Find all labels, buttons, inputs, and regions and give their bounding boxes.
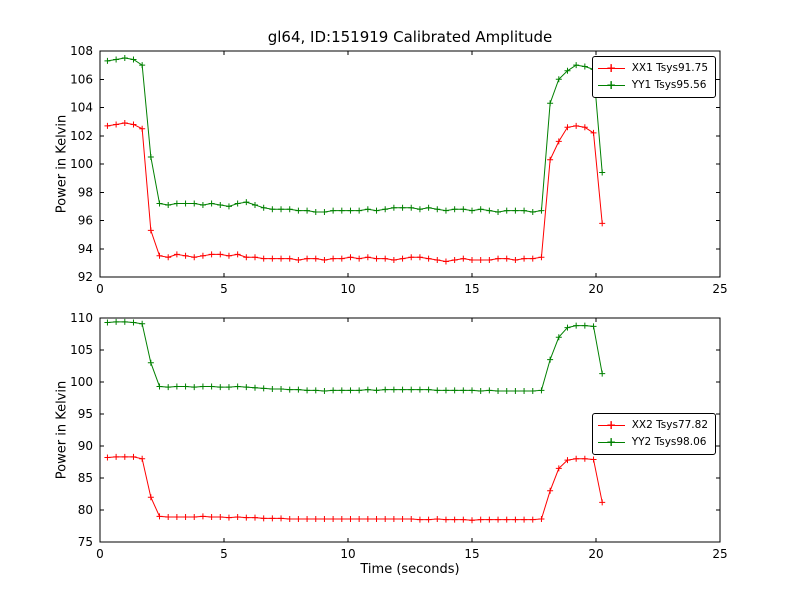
chart-title: gl64, ID:151919 Calibrated Amplitude	[267, 28, 553, 46]
x-tick-label: 20	[588, 547, 603, 561]
legend-line-sample-yy2	[597, 437, 625, 449]
series-markers	[104, 120, 606, 265]
y-tick-label: 105	[70, 343, 93, 357]
y-tick-label: 108	[70, 44, 93, 58]
x-tick-label: 20	[588, 282, 603, 296]
x-tick-label: 15	[464, 547, 479, 561]
y-axis-label-top: Power in Kelvin	[54, 114, 70, 214]
legend-entry: XX1 Tsys91.75	[597, 60, 708, 77]
x-tick-label: 0	[96, 547, 104, 561]
top-chart: 0 5 10 15 20 25 92 94 96 98 100 102 104 106 108	[70, 44, 728, 296]
y-tick-label: 95	[78, 407, 93, 421]
legend-bottom: XX2 Tsys77.82 YY2 Tsys98.06	[591, 413, 716, 455]
legend-label-xx2: XX2 Tsys77.82	[631, 419, 708, 431]
legend-line-sample-xx2	[597, 420, 625, 432]
series-markers	[104, 453, 606, 524]
x-tick-label: 10	[340, 282, 355, 296]
x-tick-label: 25	[712, 282, 727, 296]
x-tick-label: 5	[220, 282, 228, 296]
x-tick-label: 5	[220, 547, 228, 561]
legend-entry: YY1 Tsys95.56	[597, 77, 708, 94]
y-tick-label: 80	[78, 503, 93, 517]
x-tick-label: 10	[340, 547, 355, 561]
y-tick-label: 75	[78, 535, 93, 549]
y-tick-label: 104	[70, 101, 93, 115]
legend-label-yy2: YY2 Tsys98.06	[631, 436, 707, 448]
x-tick-label: 15	[464, 282, 479, 296]
y-tick-label: 110	[70, 311, 93, 325]
y-tick-label: 85	[78, 471, 93, 485]
series-line	[107, 57, 603, 213]
legend-top: XX1 Tsys91.75 YY1 Tsys95.56	[591, 56, 716, 98]
y-axis-label-bottom: Power in Kelvin	[54, 380, 70, 480]
series-markers	[104, 55, 606, 216]
x-tick-label: 25	[712, 547, 727, 561]
y-tick-label: 92	[78, 270, 93, 284]
legend-entry: XX2 Tsys77.82	[597, 417, 708, 434]
x-tick-label: 0	[96, 282, 104, 296]
y-tick-label: 98	[78, 185, 93, 199]
y-tick-label: 102	[70, 129, 93, 143]
y-tick-label: 100	[70, 375, 93, 389]
axes-frame	[99, 317, 721, 543]
series-line	[107, 321, 603, 392]
bottom-chart: 0 5 10 15 20 25 75 80 85 90 95 100 105 110	[70, 311, 728, 561]
series-line	[107, 122, 603, 262]
legend-entry: YY2 Tsys98.06	[597, 434, 708, 451]
series-markers	[104, 318, 606, 394]
y-tick-label: 94	[78, 242, 93, 256]
y-tick-label: 100	[70, 157, 93, 171]
y-tick-label: 96	[78, 214, 93, 228]
legend-line-sample-yy1	[597, 80, 625, 92]
x-axis-label: Time (seconds)	[360, 562, 460, 577]
legend-line-sample-xx1	[597, 63, 625, 75]
legend-label-xx1: XX1 Tsys91.75	[631, 62, 708, 74]
y-tick-label: 90	[78, 439, 93, 453]
series-line	[107, 456, 603, 521]
legend-label-yy1: YY1 Tsys95.56	[631, 79, 707, 91]
y-tick-label: 106	[70, 72, 93, 86]
